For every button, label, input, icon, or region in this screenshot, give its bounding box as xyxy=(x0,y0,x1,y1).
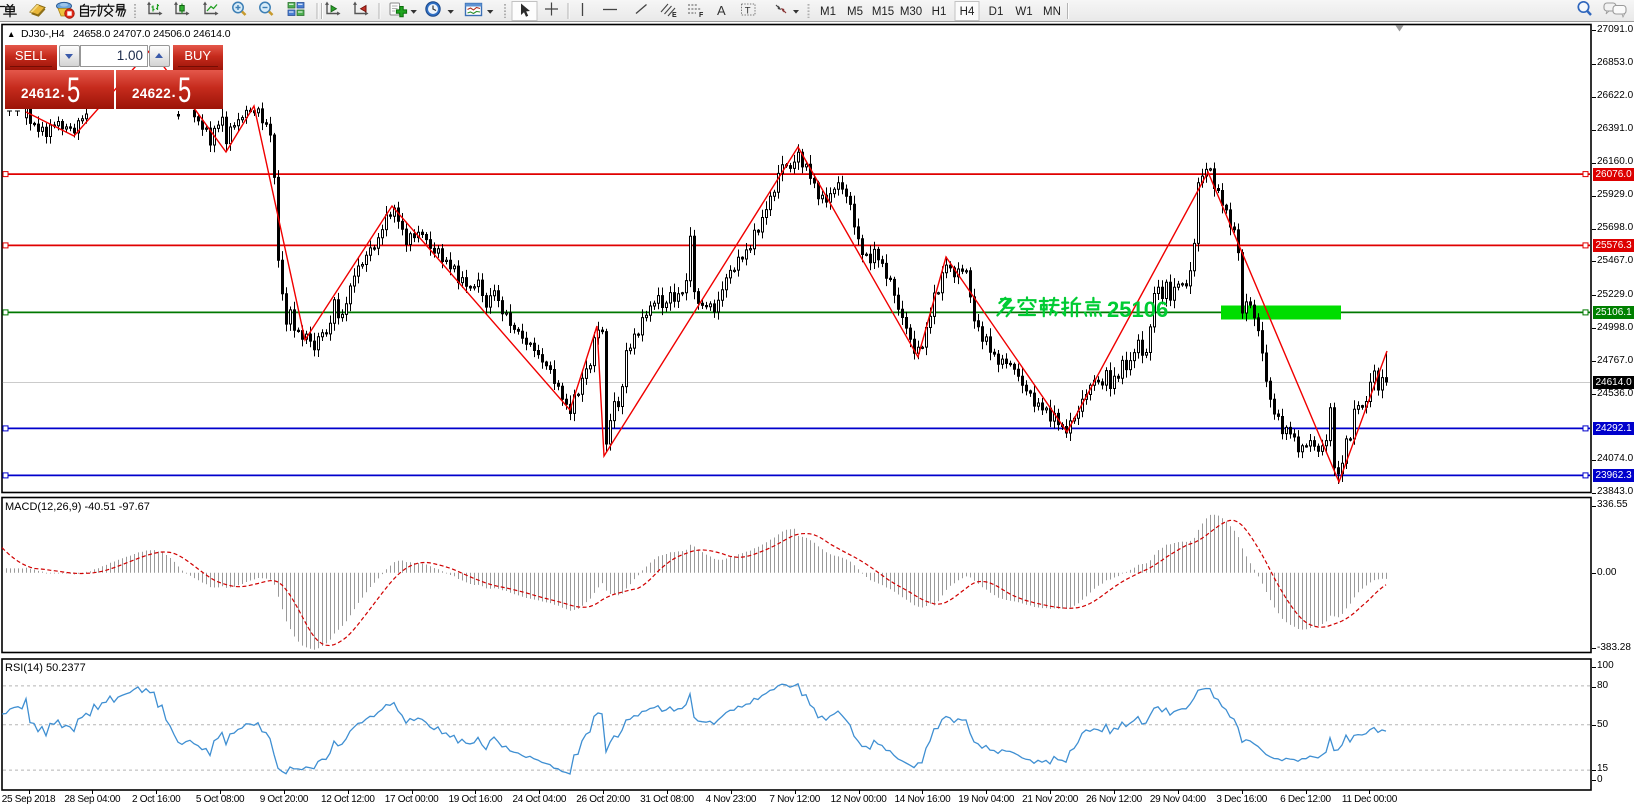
svg-text:25106: 25106 xyxy=(1107,297,1168,322)
svg-text:M15: M15 xyxy=(872,6,894,18)
svg-text:H4: H4 xyxy=(960,6,975,18)
svg-text:D1: D1 xyxy=(989,6,1004,18)
svg-text:T: T xyxy=(745,6,751,17)
svg-text:M5: M5 xyxy=(847,6,863,18)
svg-text:H1: H1 xyxy=(932,6,947,18)
svg-text:W1: W1 xyxy=(1015,6,1032,18)
svg-text:F: F xyxy=(699,12,704,19)
svg-text:M1: M1 xyxy=(820,6,836,18)
svg-text:MN: MN xyxy=(1043,6,1061,18)
svg-text:A: A xyxy=(717,3,726,18)
svg-text:M30: M30 xyxy=(900,6,922,18)
svg-text:E: E xyxy=(672,12,677,19)
